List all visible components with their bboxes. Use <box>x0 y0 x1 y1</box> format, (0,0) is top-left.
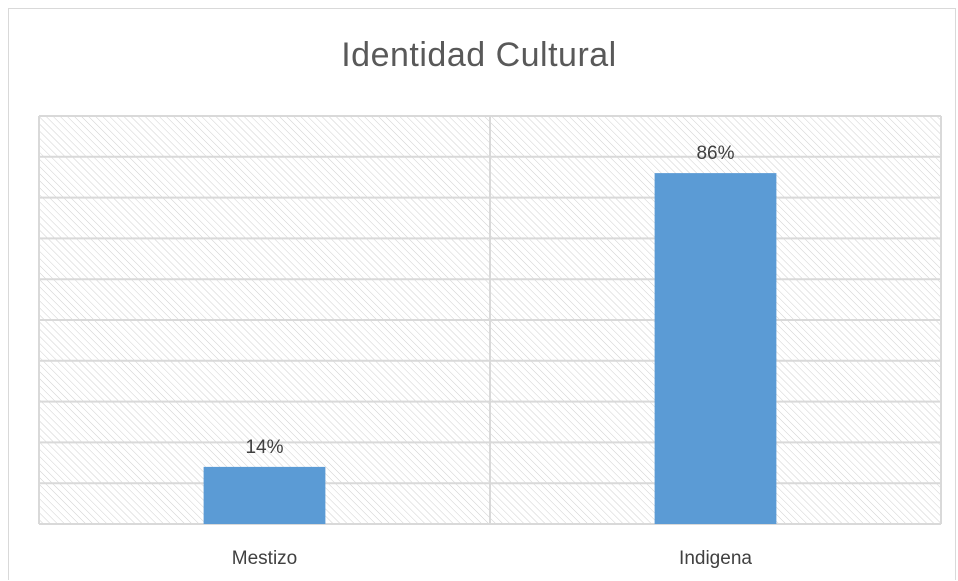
labels: 14% Mestizo 86% Indigena <box>232 143 753 569</box>
category-label: Mestizo <box>232 548 297 569</box>
chart-title: Identidad Cultural <box>341 36 617 74</box>
bars <box>203 173 777 524</box>
bar-indigena <box>654 173 777 524</box>
category-label: Indigena <box>679 548 752 569</box>
bar-mestizo <box>203 466 326 524</box>
data-label: 86% <box>696 143 734 164</box>
gridlines <box>38 115 942 525</box>
data-label: 14% <box>245 437 283 458</box>
